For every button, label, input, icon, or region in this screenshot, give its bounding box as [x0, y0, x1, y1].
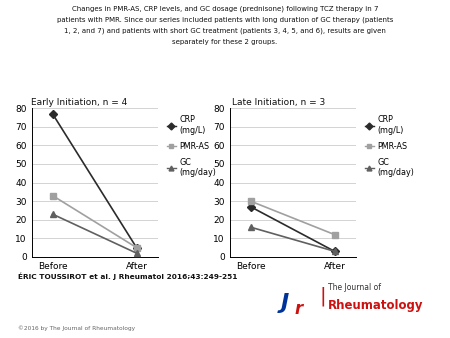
Text: The Journal of: The Journal of	[328, 284, 381, 292]
Text: Early Initiation, n = 4: Early Initiation, n = 4	[31, 98, 127, 107]
Text: r: r	[295, 300, 303, 318]
Legend: CRP
(mg/L), PMR-AS, GC
(mg/day): CRP (mg/L), PMR-AS, GC (mg/day)	[364, 115, 414, 177]
Text: |: |	[320, 286, 326, 306]
Text: 1, 2, and 7) and patients with short GC treatment (patients 3, 4, 5, and 6), res: 1, 2, and 7) and patients with short GC …	[64, 27, 386, 34]
Text: ©2016 by The Journal of Rheumatology: ©2016 by The Journal of Rheumatology	[18, 325, 135, 331]
Text: Late Initiation, n = 3: Late Initiation, n = 3	[232, 98, 326, 107]
Text: J: J	[281, 292, 289, 313]
Text: Rheumatology: Rheumatology	[328, 299, 423, 312]
Text: Changes in PMR-AS, CRP levels, and GC dosage (prednisone) following TCZ therapy : Changes in PMR-AS, CRP levels, and GC do…	[72, 5, 378, 11]
Text: separately for these 2 groups.: separately for these 2 groups.	[172, 39, 278, 45]
Text: patients with PMR. Since our series included patients with long duration of GC t: patients with PMR. Since our series incl…	[57, 16, 393, 23]
Legend: CRP
(mg/L), PMR-AS, GC
(mg/day): CRP (mg/L), PMR-AS, GC (mg/day)	[166, 115, 216, 177]
Text: ÉRIC TOUSSIROT et al. J Rheumatol 2016;43:249-251: ÉRIC TOUSSIROT et al. J Rheumatol 2016;4…	[18, 272, 238, 280]
